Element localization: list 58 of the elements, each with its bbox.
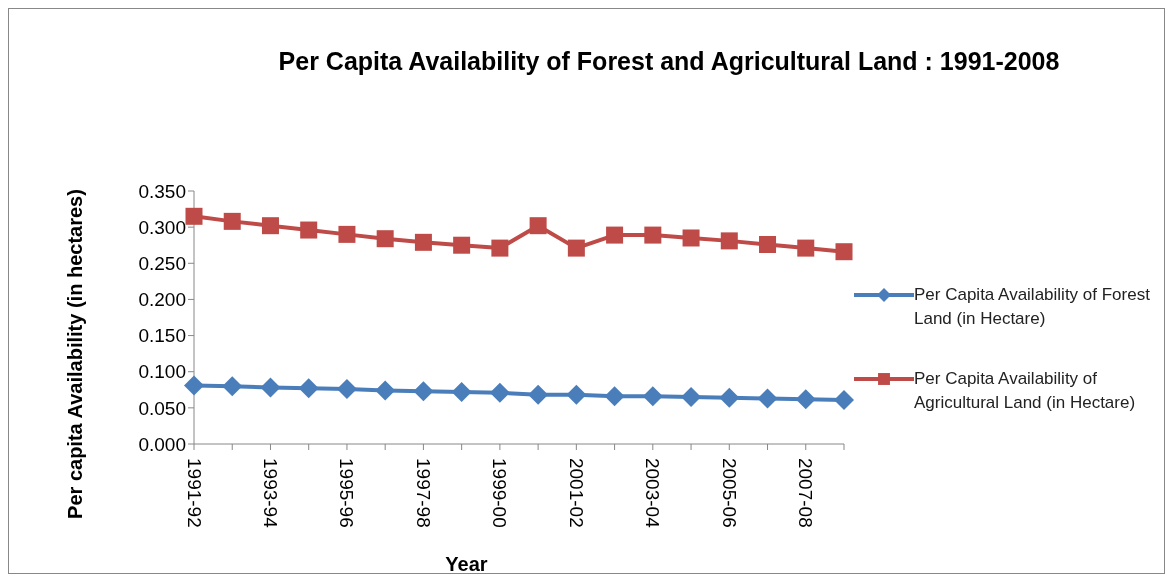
x-tick-label: 2007-08 (795, 458, 817, 528)
chart-title: Per Capita Availability of Forest and Agricultural Land : 1991-2008 (277, 47, 1061, 76)
point (491, 239, 509, 257)
point (834, 389, 854, 410)
point (604, 386, 625, 407)
legend-label: Per Capita Availability of Agricultural Land (in Hectare) (914, 368, 1137, 414)
legend-label: Per Capita Availability of Forest Land (in Hectare) (914, 284, 1151, 330)
x-tick-label: 1995-96 (336, 458, 358, 528)
point (260, 377, 281, 398)
point (185, 207, 203, 225)
point (451, 381, 472, 402)
x-tick-label: 1997-98 (412, 458, 434, 528)
y-tick-label: 0.250 (138, 253, 186, 275)
point (489, 382, 510, 403)
point (300, 221, 318, 239)
y-tick-label: 0.100 (138, 361, 186, 383)
x-tick-label: 1999-00 (489, 458, 511, 528)
point (184, 375, 204, 396)
y-tick-label: 0.300 (138, 216, 186, 238)
point (797, 239, 815, 257)
point (336, 379, 357, 400)
y-axis-title: Per capita Availability (in hectares) (63, 188, 87, 521)
point (644, 226, 662, 244)
point (681, 387, 702, 408)
point (414, 233, 432, 251)
point (529, 217, 547, 235)
x-tick-label: 1991-92 (183, 458, 205, 528)
point (298, 378, 319, 399)
x-tick-label: 2005-06 (718, 458, 740, 528)
point (453, 236, 471, 254)
point (757, 388, 778, 409)
y-tick-label: 0.350 (138, 180, 186, 202)
point (376, 230, 394, 248)
point (222, 376, 243, 397)
point (261, 217, 279, 235)
point (720, 232, 738, 250)
point (413, 381, 434, 402)
point (642, 386, 663, 407)
point (835, 243, 853, 261)
x-tick-label: 2001-02 (565, 458, 587, 528)
point (795, 389, 816, 410)
y-tick-label: 0.000 (138, 433, 186, 455)
point (682, 229, 700, 247)
point (375, 380, 396, 401)
x-tick-label: 2003-04 (642, 458, 664, 529)
y-tick-label: 0.200 (138, 289, 186, 311)
point (338, 225, 356, 243)
point (528, 384, 549, 405)
point (567, 239, 585, 257)
x-axis-title: Year (444, 553, 489, 575)
point (606, 226, 624, 244)
point (566, 384, 587, 405)
y-tick-label: 0.150 (138, 325, 186, 347)
point (759, 235, 777, 253)
point (223, 212, 241, 230)
y-tick-label: 0.050 (138, 397, 186, 419)
point (719, 387, 740, 408)
x-tick-label: 1993-94 (259, 458, 281, 529)
